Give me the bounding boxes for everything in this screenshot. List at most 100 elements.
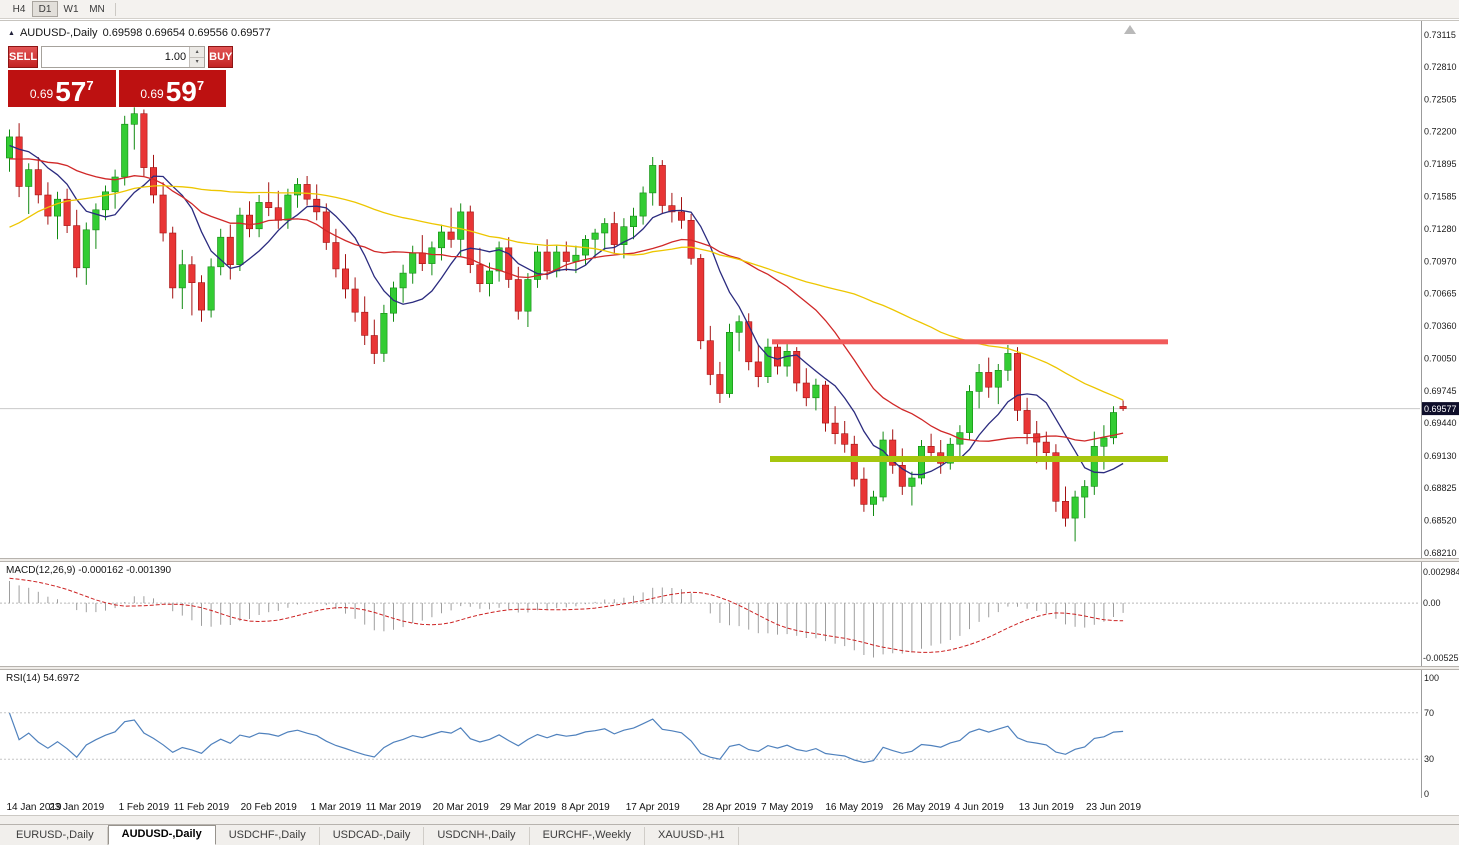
candle-down (889, 439, 897, 466)
candle-up (735, 321, 743, 333)
chart-symbol-period: AUDUSD-,Daily (19, 27, 98, 39)
panel-splitter[interactable] (0, 666, 1459, 670)
date-tick-label: 8 Apr 2019 (561, 802, 610, 813)
candle-up (879, 439, 887, 498)
volume-input: ▴ ▾ (41, 46, 206, 68)
candlestick-chart-canvas[interactable]: 0.73115 0.72810 0.72505 0.72200 0.71895 0.715… (0, 21, 1459, 559)
macd-signal-line (9, 577, 1124, 653)
candle-down (44, 194, 52, 217)
timeframe-button-mn[interactable]: MN (89, 3, 105, 15)
candle-down (1023, 410, 1031, 434)
candle-up (591, 232, 599, 240)
candle-up (485, 270, 493, 284)
candle-down (361, 311, 369, 336)
candle-up (25, 169, 33, 187)
timeframe-button-w1[interactable]: W1 (63, 3, 79, 15)
support-hline[interactable] (770, 456, 1168, 462)
candle-down (668, 205, 676, 213)
sell-button[interactable]: SELL (8, 46, 39, 68)
timeframe-button-h4[interactable]: H4 (12, 3, 26, 15)
candle-down (1052, 452, 1060, 502)
price-tick-label: 0.70050 (1424, 354, 1457, 364)
candle-down (1013, 353, 1021, 411)
candle-down (706, 340, 714, 375)
tab-eurchf-weekly[interactable]: EURCHF-,Weekly (530, 827, 645, 845)
date-tick-label: 20 Feb 2019 (241, 802, 298, 813)
candle-up (572, 254, 580, 262)
price-tick-label: 0.69745 (1424, 386, 1457, 396)
candle-down (159, 194, 167, 234)
candle-up (601, 223, 609, 234)
candle-down (1119, 406, 1127, 409)
candle-up (428, 247, 436, 264)
candle-down (754, 361, 762, 377)
buy-price-pip: 7 (196, 78, 205, 93)
rsi-chart-canvas[interactable]: 100 70 30 0 (0, 670, 1459, 798)
candle-up (207, 266, 215, 311)
candle-down (370, 335, 378, 354)
candle-up (649, 165, 657, 194)
sell-price-display[interactable]: 0.69 57 7 (8, 70, 116, 107)
price-tick-label: 0.70970 (1424, 257, 1457, 267)
candle-down (562, 251, 570, 262)
candle-down (265, 202, 273, 208)
candle-up (639, 192, 647, 217)
price-tick-label: 0.68520 (1424, 515, 1457, 525)
candle-down (15, 136, 23, 187)
candle-down (543, 251, 551, 272)
chart-tabs-bar: EURUSD-,Daily AUDUSD-,Daily USDCHF-,Daily U… (0, 824, 1459, 845)
candle-down (198, 282, 206, 311)
candle-down (274, 207, 282, 221)
timeframe-button-d1[interactable]: D1 (32, 1, 58, 17)
panel-splitter[interactable] (0, 558, 1459, 562)
volume-decrease-button[interactable]: ▾ (190, 57, 205, 67)
candle-up (284, 194, 292, 221)
horizontal-scrollbar[interactable] (0, 815, 1459, 824)
date-tick-label: 20 Mar 2019 (433, 802, 490, 813)
candle-down (140, 113, 148, 168)
candle-up (111, 176, 119, 193)
tab-eurusd-daily[interactable]: EURUSD-,Daily (3, 827, 108, 845)
buy-price-prefix: 0.69 (140, 87, 164, 101)
date-tick-label: 14 Jan 2019 (6, 802, 61, 813)
candle-down (898, 464, 906, 487)
macd-chart-canvas[interactable]: 0.002984 0.00 -0.005259 (0, 562, 1459, 666)
candle-up (975, 372, 983, 392)
tab-usdcnh-daily[interactable]: USDCNH-,Daily (424, 827, 530, 845)
rsi-tick-label: 30 (1424, 754, 1434, 764)
price-tick-label: 0.70360 (1424, 321, 1457, 331)
candle-up (437, 231, 445, 249)
price-tick-label: 0.69130 (1424, 451, 1457, 461)
date-tick-label: 4 Jun 2019 (954, 802, 1004, 813)
tab-usdcad-daily[interactable]: USDCAD-,Daily (320, 827, 425, 845)
candle-down (841, 433, 849, 445)
candle-up (1004, 353, 1012, 371)
buy-price-display[interactable]: 0.69 59 7 (118, 70, 226, 107)
macd-label: MACD(12,26,9) -0.000162 -0.001390 (6, 565, 172, 576)
candle-down (332, 242, 340, 270)
resistance-hline[interactable] (772, 339, 1168, 345)
candle-up (764, 346, 772, 378)
chart-expand-icon[interactable]: ▲ (8, 29, 15, 37)
tab-usdchf-daily[interactable]: USDCHF-,Daily (216, 827, 320, 845)
volume-field[interactable] (42, 47, 190, 67)
tab-audusd-daily[interactable]: AUDUSD-,Daily (107, 825, 216, 845)
buy-button[interactable]: BUY (208, 46, 234, 68)
candle-up (380, 312, 388, 354)
candle-down (466, 211, 474, 265)
candle-down (476, 264, 484, 284)
candle-up (1081, 486, 1089, 498)
price-tick-label: 0.68210 (1424, 548, 1457, 558)
candle-down (188, 264, 196, 283)
date-tick-label: 7 May 2019 (761, 802, 814, 813)
volume-increase-button[interactable]: ▴ (190, 47, 205, 58)
date-tick-label: 23 Jun 2019 (1086, 802, 1141, 813)
chart-title: ▲ AUDUSD-,Daily 0.69598 0.69654 0.69556 … (8, 27, 271, 39)
tab-xauusd-h1[interactable]: XAUUSD-,H1 (645, 827, 739, 845)
price-tick-label: 0.71895 (1424, 159, 1457, 169)
candle-up (217, 236, 225, 268)
rsi-label: RSI(14) 54.6972 (6, 673, 80, 684)
current-price-badge-text: 0.69577 (1424, 404, 1457, 414)
date-tick-label: 13 Jun 2019 (1019, 802, 1074, 813)
